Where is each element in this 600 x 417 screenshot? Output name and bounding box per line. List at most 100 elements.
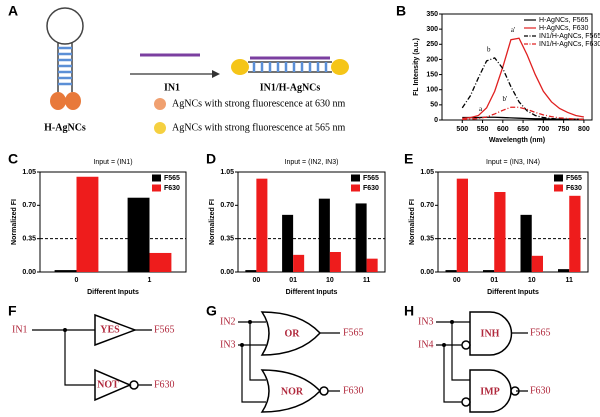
duplex xyxy=(231,56,349,75)
bar xyxy=(329,252,341,272)
reaction-arrow xyxy=(130,53,220,78)
bar xyxy=(531,255,543,272)
y-tick-label: 0.35 xyxy=(22,236,36,243)
bar xyxy=(76,176,99,272)
x-tick-label: 11 xyxy=(566,277,574,284)
y-tick-label: 100 xyxy=(426,87,438,94)
legend-text: AgNCs with strong fluorescence at 565 nm xyxy=(172,122,346,133)
panel-letter: F xyxy=(8,303,17,319)
input-label: IN3 xyxy=(220,339,236,350)
panel-letter: G xyxy=(206,303,217,319)
legend-label: IN1/H-AgNCs, F565 xyxy=(539,33,600,40)
line-series xyxy=(462,37,585,120)
x-axis-label: Wavelength (nm) xyxy=(489,137,545,144)
input-label: IN2 xyxy=(220,316,236,327)
output-label: F565 xyxy=(154,324,175,335)
output-label: F565 xyxy=(343,327,364,338)
y-axis-label: FL Intensity (a.u.) xyxy=(413,38,420,96)
bar xyxy=(494,192,506,272)
x-tick-label: 1 xyxy=(148,277,152,284)
legend-swatch xyxy=(152,174,161,182)
bar xyxy=(127,197,150,272)
curve-label: a' xyxy=(511,26,515,34)
legend-label: H-AgNCs, F565 xyxy=(539,17,589,24)
x-tick-label: 10 xyxy=(326,277,334,284)
x-tick-label: 800 xyxy=(578,126,590,133)
line-series xyxy=(462,106,584,121)
x-tick-label: 600 xyxy=(497,126,509,133)
legend-label: F630 xyxy=(566,185,582,192)
legend-label: F565 xyxy=(164,175,180,182)
gate-label: NOR xyxy=(281,386,304,397)
panel-letter: C xyxy=(8,151,18,167)
x-tick-label: 550 xyxy=(477,126,489,133)
bar xyxy=(293,254,305,272)
bar xyxy=(282,214,294,272)
panel-letter: B xyxy=(396,3,406,19)
gate-label: IMP xyxy=(480,386,499,397)
product-label: IN1/H-AgNCs xyxy=(260,82,321,93)
legend-label: F565 xyxy=(363,175,379,182)
legend-label: H-AgNCs, F630 xyxy=(539,25,589,32)
y-axis-label: Normalized FI xyxy=(409,199,416,245)
curve-label: b' xyxy=(503,95,508,103)
legend-swatch xyxy=(152,184,161,192)
y-tick-label: 0.35 xyxy=(220,236,234,243)
gate-label: INH xyxy=(481,328,500,339)
panel-letter: A xyxy=(8,3,18,19)
y-tick-label: 0.70 xyxy=(22,202,36,209)
logic-circuit xyxy=(436,311,528,413)
x-tick-label: 700 xyxy=(538,126,550,133)
bar xyxy=(569,195,581,272)
y-tick-label: 250 xyxy=(426,41,438,48)
bar xyxy=(558,269,570,272)
panel-letter: D xyxy=(206,151,216,167)
bar xyxy=(483,270,495,272)
x-tick-label: 11 xyxy=(363,277,371,284)
x-axis-label: Different Inputs xyxy=(286,289,338,296)
bar xyxy=(366,258,378,272)
y-tick-label: 50 xyxy=(430,102,438,109)
legend-swatch xyxy=(154,122,166,134)
y-tick-label: 1.05 xyxy=(220,169,234,176)
bar xyxy=(456,178,468,272)
bar xyxy=(256,178,268,272)
y-tick-label: 0.70 xyxy=(220,202,234,209)
logic-circuit xyxy=(238,311,340,413)
panel-letter: H xyxy=(404,303,414,319)
legend-label: F630 xyxy=(164,185,180,192)
legend-swatch xyxy=(351,184,360,192)
input-label: IN1 xyxy=(164,82,180,93)
x-tick-label: 01 xyxy=(289,277,297,284)
line-series xyxy=(461,57,584,121)
panel-letter: E xyxy=(404,151,413,167)
y-tick-label: 0 xyxy=(434,117,438,124)
y-tick-label: 200 xyxy=(426,56,438,63)
axes-frame xyxy=(441,13,593,121)
legend-swatch xyxy=(554,174,563,182)
y-tick-label: 1.05 xyxy=(22,169,36,176)
chart-title: Input = (IN3, IN4) xyxy=(486,159,540,166)
legend-label: F565 xyxy=(566,175,582,182)
logic-circuit xyxy=(32,313,152,402)
hairpin xyxy=(46,7,84,110)
y-tick-label: 0.70 xyxy=(420,202,434,209)
x-tick-label: 10 xyxy=(528,277,536,284)
legend-swatch xyxy=(154,98,166,110)
x-tick-label: 0 xyxy=(75,277,79,284)
x-tick-label: 00 xyxy=(252,277,260,284)
bar xyxy=(355,203,367,272)
bar xyxy=(520,214,532,272)
y-axis-label: Normalized FI xyxy=(209,199,216,245)
bar xyxy=(54,270,77,272)
y-tick-label: 1.05 xyxy=(420,169,434,176)
input-label: IN3 xyxy=(418,316,434,327)
gate-label: OR xyxy=(285,328,301,339)
y-tick-label: 350 xyxy=(426,11,438,18)
legend-label: IN1/H-AgNCs, F630 xyxy=(539,41,600,48)
gate-label: NOT xyxy=(97,379,119,390)
legend-swatch xyxy=(351,174,360,182)
axes-frame xyxy=(437,171,589,273)
curve-label: b xyxy=(487,46,491,54)
